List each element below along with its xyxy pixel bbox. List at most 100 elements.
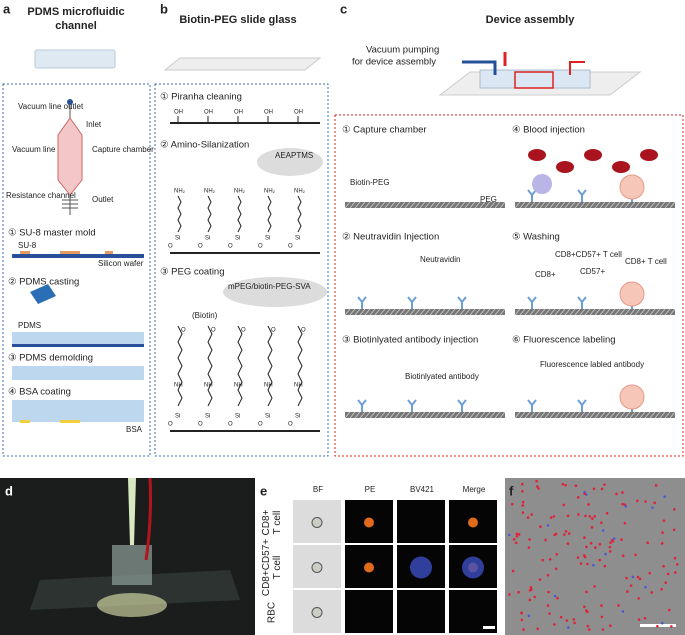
label: CD8+ bbox=[535, 270, 556, 279]
antibody bbox=[457, 399, 467, 412]
step: ③ Biotinlyated antibody injection bbox=[342, 335, 478, 346]
label: Biotin-PEG bbox=[350, 178, 390, 187]
cell-dot bbox=[592, 563, 595, 567]
chem-label: NH₂ bbox=[204, 189, 216, 195]
reagent: mPEG/biotin-PEG-SVA bbox=[228, 282, 311, 291]
step: ③ PDMS demolding bbox=[8, 353, 93, 364]
panel-title: channel bbox=[55, 20, 97, 32]
cell-dot bbox=[527, 546, 531, 549]
image-tile bbox=[449, 590, 497, 633]
cell-dot bbox=[593, 514, 597, 518]
hatch bbox=[424, 308, 431, 316]
chip-label: Outlet bbox=[92, 195, 114, 204]
cell-dot bbox=[521, 504, 525, 507]
cell-dot bbox=[635, 499, 639, 503]
antibody bbox=[527, 189, 537, 202]
hatch bbox=[604, 308, 611, 316]
chamber-highlight bbox=[514, 71, 554, 89]
cell-dot bbox=[631, 575, 635, 579]
hatch bbox=[649, 411, 656, 419]
cell-dot bbox=[576, 496, 580, 499]
cell-dot bbox=[577, 513, 580, 516]
cell bbox=[410, 556, 432, 579]
row-label: CD8+CD57+ bbox=[261, 539, 272, 596]
cell-dot bbox=[537, 487, 540, 490]
hatch bbox=[484, 308, 491, 316]
chem-label: NH bbox=[294, 383, 303, 389]
su8 bbox=[60, 251, 80, 254]
hatch bbox=[664, 201, 671, 209]
cell-dot bbox=[598, 542, 602, 546]
cell-dot bbox=[546, 524, 550, 527]
hatch bbox=[414, 411, 421, 419]
cell-dot bbox=[661, 531, 664, 534]
su8 bbox=[20, 251, 30, 254]
hatch bbox=[429, 308, 436, 316]
hatch bbox=[574, 308, 581, 316]
cell-dot bbox=[567, 532, 571, 535]
hatch bbox=[369, 201, 376, 209]
hatch bbox=[649, 308, 656, 316]
cell-dot bbox=[638, 577, 642, 581]
hatch bbox=[594, 411, 601, 419]
hatch bbox=[494, 201, 501, 209]
chem-label: Si bbox=[205, 414, 210, 420]
cell-dot bbox=[573, 621, 576, 625]
hatch bbox=[379, 411, 386, 419]
cell-dot bbox=[526, 516, 530, 519]
hatch bbox=[649, 201, 656, 209]
cell bbox=[619, 174, 645, 200]
hatch bbox=[589, 411, 596, 419]
hatch bbox=[544, 308, 551, 316]
cell-dot bbox=[562, 503, 566, 507]
hatch bbox=[414, 308, 421, 316]
cell-dot bbox=[553, 623, 556, 626]
su8 bbox=[105, 251, 113, 254]
cell-dot bbox=[587, 503, 590, 506]
hatch bbox=[589, 201, 596, 209]
cell-dot bbox=[582, 554, 586, 557]
slide-glass bbox=[163, 57, 322, 71]
hatch bbox=[564, 411, 571, 419]
hatch bbox=[349, 411, 356, 419]
material: BSA bbox=[126, 425, 143, 434]
panel-d: d bbox=[0, 477, 255, 635]
hatch bbox=[439, 411, 446, 419]
cell-dot bbox=[598, 558, 602, 562]
chem-label: NH bbox=[234, 383, 243, 389]
reagent-bubble bbox=[223, 277, 327, 307]
cell-dot bbox=[546, 573, 550, 577]
panel-letter: c bbox=[340, 1, 347, 16]
chem-label: OH bbox=[204, 110, 213, 116]
hatch bbox=[449, 308, 456, 316]
hatch bbox=[354, 201, 361, 209]
surface bbox=[515, 309, 675, 315]
cell-dot bbox=[621, 502, 624, 506]
hatch bbox=[389, 411, 396, 419]
hatch bbox=[569, 411, 576, 419]
hatch bbox=[469, 201, 476, 209]
cell bbox=[619, 384, 645, 410]
hatch bbox=[474, 201, 481, 209]
cell-dot bbox=[672, 508, 676, 511]
cell-dot bbox=[522, 628, 525, 631]
hatch bbox=[389, 308, 396, 316]
antibody bbox=[577, 399, 587, 412]
cell-dot bbox=[548, 612, 551, 615]
label: Neutravidin bbox=[420, 255, 460, 264]
cell-dot bbox=[653, 501, 657, 505]
hatch bbox=[619, 411, 626, 419]
label: PEG bbox=[480, 195, 497, 204]
step: ② Amino-Silanization bbox=[160, 140, 249, 151]
hatch bbox=[389, 201, 396, 209]
hatch bbox=[544, 411, 551, 419]
hatch bbox=[394, 201, 401, 209]
hatch bbox=[644, 201, 651, 209]
hatch bbox=[349, 308, 356, 316]
cell-dot bbox=[512, 538, 516, 541]
cell-dot bbox=[583, 605, 586, 609]
hatch bbox=[584, 411, 591, 419]
hatch bbox=[464, 201, 471, 209]
cell-dot bbox=[600, 487, 604, 491]
cell-dot bbox=[507, 533, 511, 537]
